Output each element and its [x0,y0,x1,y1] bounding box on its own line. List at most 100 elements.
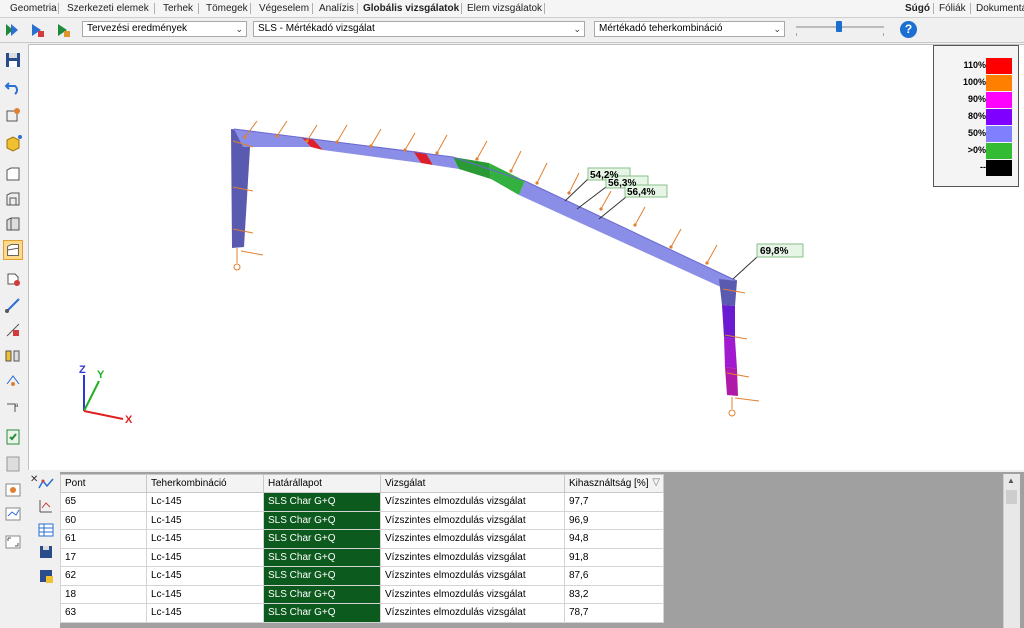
legend-swatch [986,92,1012,108]
results-icon[interactable] [3,480,23,500]
table-row[interactable]: 65 Lc-145 SLS Char G+Q Vízszintes elmozdulá… [60,492,664,512]
legend-label: -- [980,162,986,172]
tab-dokumentacio[interactable]: Dokumentá [976,3,1024,14]
tab-terhek[interactable]: Terhek [163,3,194,14]
table-icon[interactable] [38,522,54,538]
chart-line-icon[interactable] [38,476,54,492]
table-header-row: Pont Teherkombináció Határállapot Vizsgá… [60,474,664,493]
undo-icon[interactable] [3,77,23,97]
column-header-teherkombinacio[interactable]: Teherkombináció [146,474,264,493]
legend-swatch [986,58,1012,74]
legend-row: 100% [934,75,1020,91]
annotation-label: 54,2% [590,170,618,181]
tab-separator [312,3,313,14]
load-arrows [232,120,750,378]
right-column-segment [722,305,735,339]
legend-label: 100% [962,77,986,87]
scale-slider-thumb[interactable] [836,21,842,32]
axis-label-y: Y [97,369,105,381]
report-icon[interactable] [3,454,23,474]
export-icon[interactable] [38,568,54,584]
cell-kihasznaltsag: 78,7 [564,603,664,623]
tab-geometria[interactable]: Geometria [10,3,57,14]
table-row[interactable]: 60 Lc-145 SLS Char G+Q Vízszintes elmozdulá… [60,510,664,530]
check-select[interactable]: SLS - Mértékadó vizsgálat ⌄ [253,21,585,37]
legend-row: 80% [934,109,1020,125]
legend-swatch [986,143,1012,159]
run-selected-icon[interactable] [29,22,45,38]
chevron-down-icon: ⌄ [573,24,581,34]
frames-icon[interactable] [3,345,23,365]
model-viewport[interactable]: 54,2% 56,3% 56,4% 69,8% Z Y X [28,44,1024,470]
node-tool-icon[interactable] [3,105,23,125]
rafter-segment [519,181,737,293]
view-front-icon[interactable] [3,164,23,184]
diagram-icon[interactable] [3,504,23,524]
cell-kihasznaltsag: 83,2 [564,584,664,604]
result-type-value: Tervezési eredmények [87,23,188,34]
scrollbar-thumb[interactable] [1006,490,1017,504]
left-bottom-toolbar [0,452,27,628]
fit-view-icon[interactable] [3,532,23,552]
close-panel-icon[interactable]: ✕ [30,474,39,485]
support-right [728,397,760,417]
section-icon[interactable] [3,269,23,289]
legend-swatch [986,75,1012,91]
view-3d-icon[interactable] [3,214,23,234]
column-header-kihasznaltsag[interactable]: Kihasználtság [%] ▽ [564,474,664,493]
transform-icon[interactable]: a [3,398,23,418]
filter-chart-icon[interactable] [38,498,54,514]
cell-vizsgalat: Vízszintes elmozdulás vizsgálat [380,547,565,567]
cell-teherkombinacio: Lc-145 [146,547,264,567]
right-column-segment [719,279,737,306]
table-row[interactable]: 61 Lc-145 SLS Char G+Q Vízszintes elmozdulá… [60,529,664,549]
table-row[interactable]: 63 Lc-145 SLS Char G+Q Vízszintes elmozdulá… [60,603,664,623]
column-header-vizsgalat[interactable]: Vizsgálat [380,474,565,493]
supports-icon[interactable] [3,370,23,390]
check-list-icon[interactable] [3,427,23,447]
rafter-segment [313,139,421,163]
axis-triad [83,375,124,420]
tab-sugo[interactable]: Súgó [905,3,930,14]
frame-model: 54,2% 56,3% 56,4% 69,8% Z Y X [79,120,804,426]
tab-analizis[interactable]: Analízis [319,3,355,14]
tab-elem-vizsgalatok[interactable]: Elem vizsgálatok [467,3,543,14]
run-step-icon[interactable] [55,22,71,38]
help-icon[interactable]: ? [900,21,917,38]
tab-vegeselem[interactable]: Végeselem [259,3,310,14]
cell-hatarallapot: SLS Char G+Q [263,492,381,512]
tab-separator [250,3,251,14]
legend-label: 110% [963,60,986,70]
legend-row: 110% [934,58,1020,74]
view-side-icon[interactable] [3,189,23,209]
cell-vizsgalat: Vízszintes elmozdulás vizsgálat [380,510,565,530]
cell-pont: 63 [60,603,147,623]
column-header-pont[interactable]: Pont [60,474,147,493]
tab-szerkezeti-elemek[interactable]: Szerkezeti elemek [67,3,149,14]
axis-label-x: X [125,414,133,426]
load-arrowheads [243,134,709,265]
combination-value: Mértékadó teherkombináció [599,23,723,34]
members-icon[interactable] [3,295,23,315]
column-header-hatarallapot[interactable]: Határállapot [263,474,381,493]
save-table-icon[interactable] [38,544,54,560]
run-all-icon[interactable] [4,22,20,38]
table-row[interactable]: 17 Lc-145 SLS Char G+Q Vízszintes elmozdulá… [60,547,664,567]
tab-globalis-vizsgalatok[interactable]: Globális vizsgálatok [363,3,460,14]
view-perspective-icon[interactable] [3,240,23,260]
loads-icon[interactable] [3,320,23,340]
tab-tomegek[interactable]: Tömegek [206,3,248,14]
combination-select[interactable]: Mértékadó teherkombináció ⌄ [594,21,785,37]
legend-row: -- [934,160,1020,176]
table-row[interactable]: 62 Lc-145 SLS Char G+Q Vízszintes elmozdulá… [60,566,664,586]
save-icon[interactable] [3,50,23,70]
result-type-select[interactable]: Tervezési eredmények ⌄ [82,21,247,37]
cell-pont: 65 [60,492,147,512]
cube-tool-icon[interactable] [3,133,23,153]
right-column-segment [724,337,737,369]
rafter-segment-green [489,163,525,195]
table-row[interactable]: 18 Lc-145 SLS Char G+Q Vízszintes elmozdulá… [60,584,664,604]
scroll-up-icon[interactable]: ▲ [1007,476,1015,485]
table-scrollbar[interactable]: ▲ [1003,474,1020,628]
tab-foliak[interactable]: Fóliák [939,3,966,14]
